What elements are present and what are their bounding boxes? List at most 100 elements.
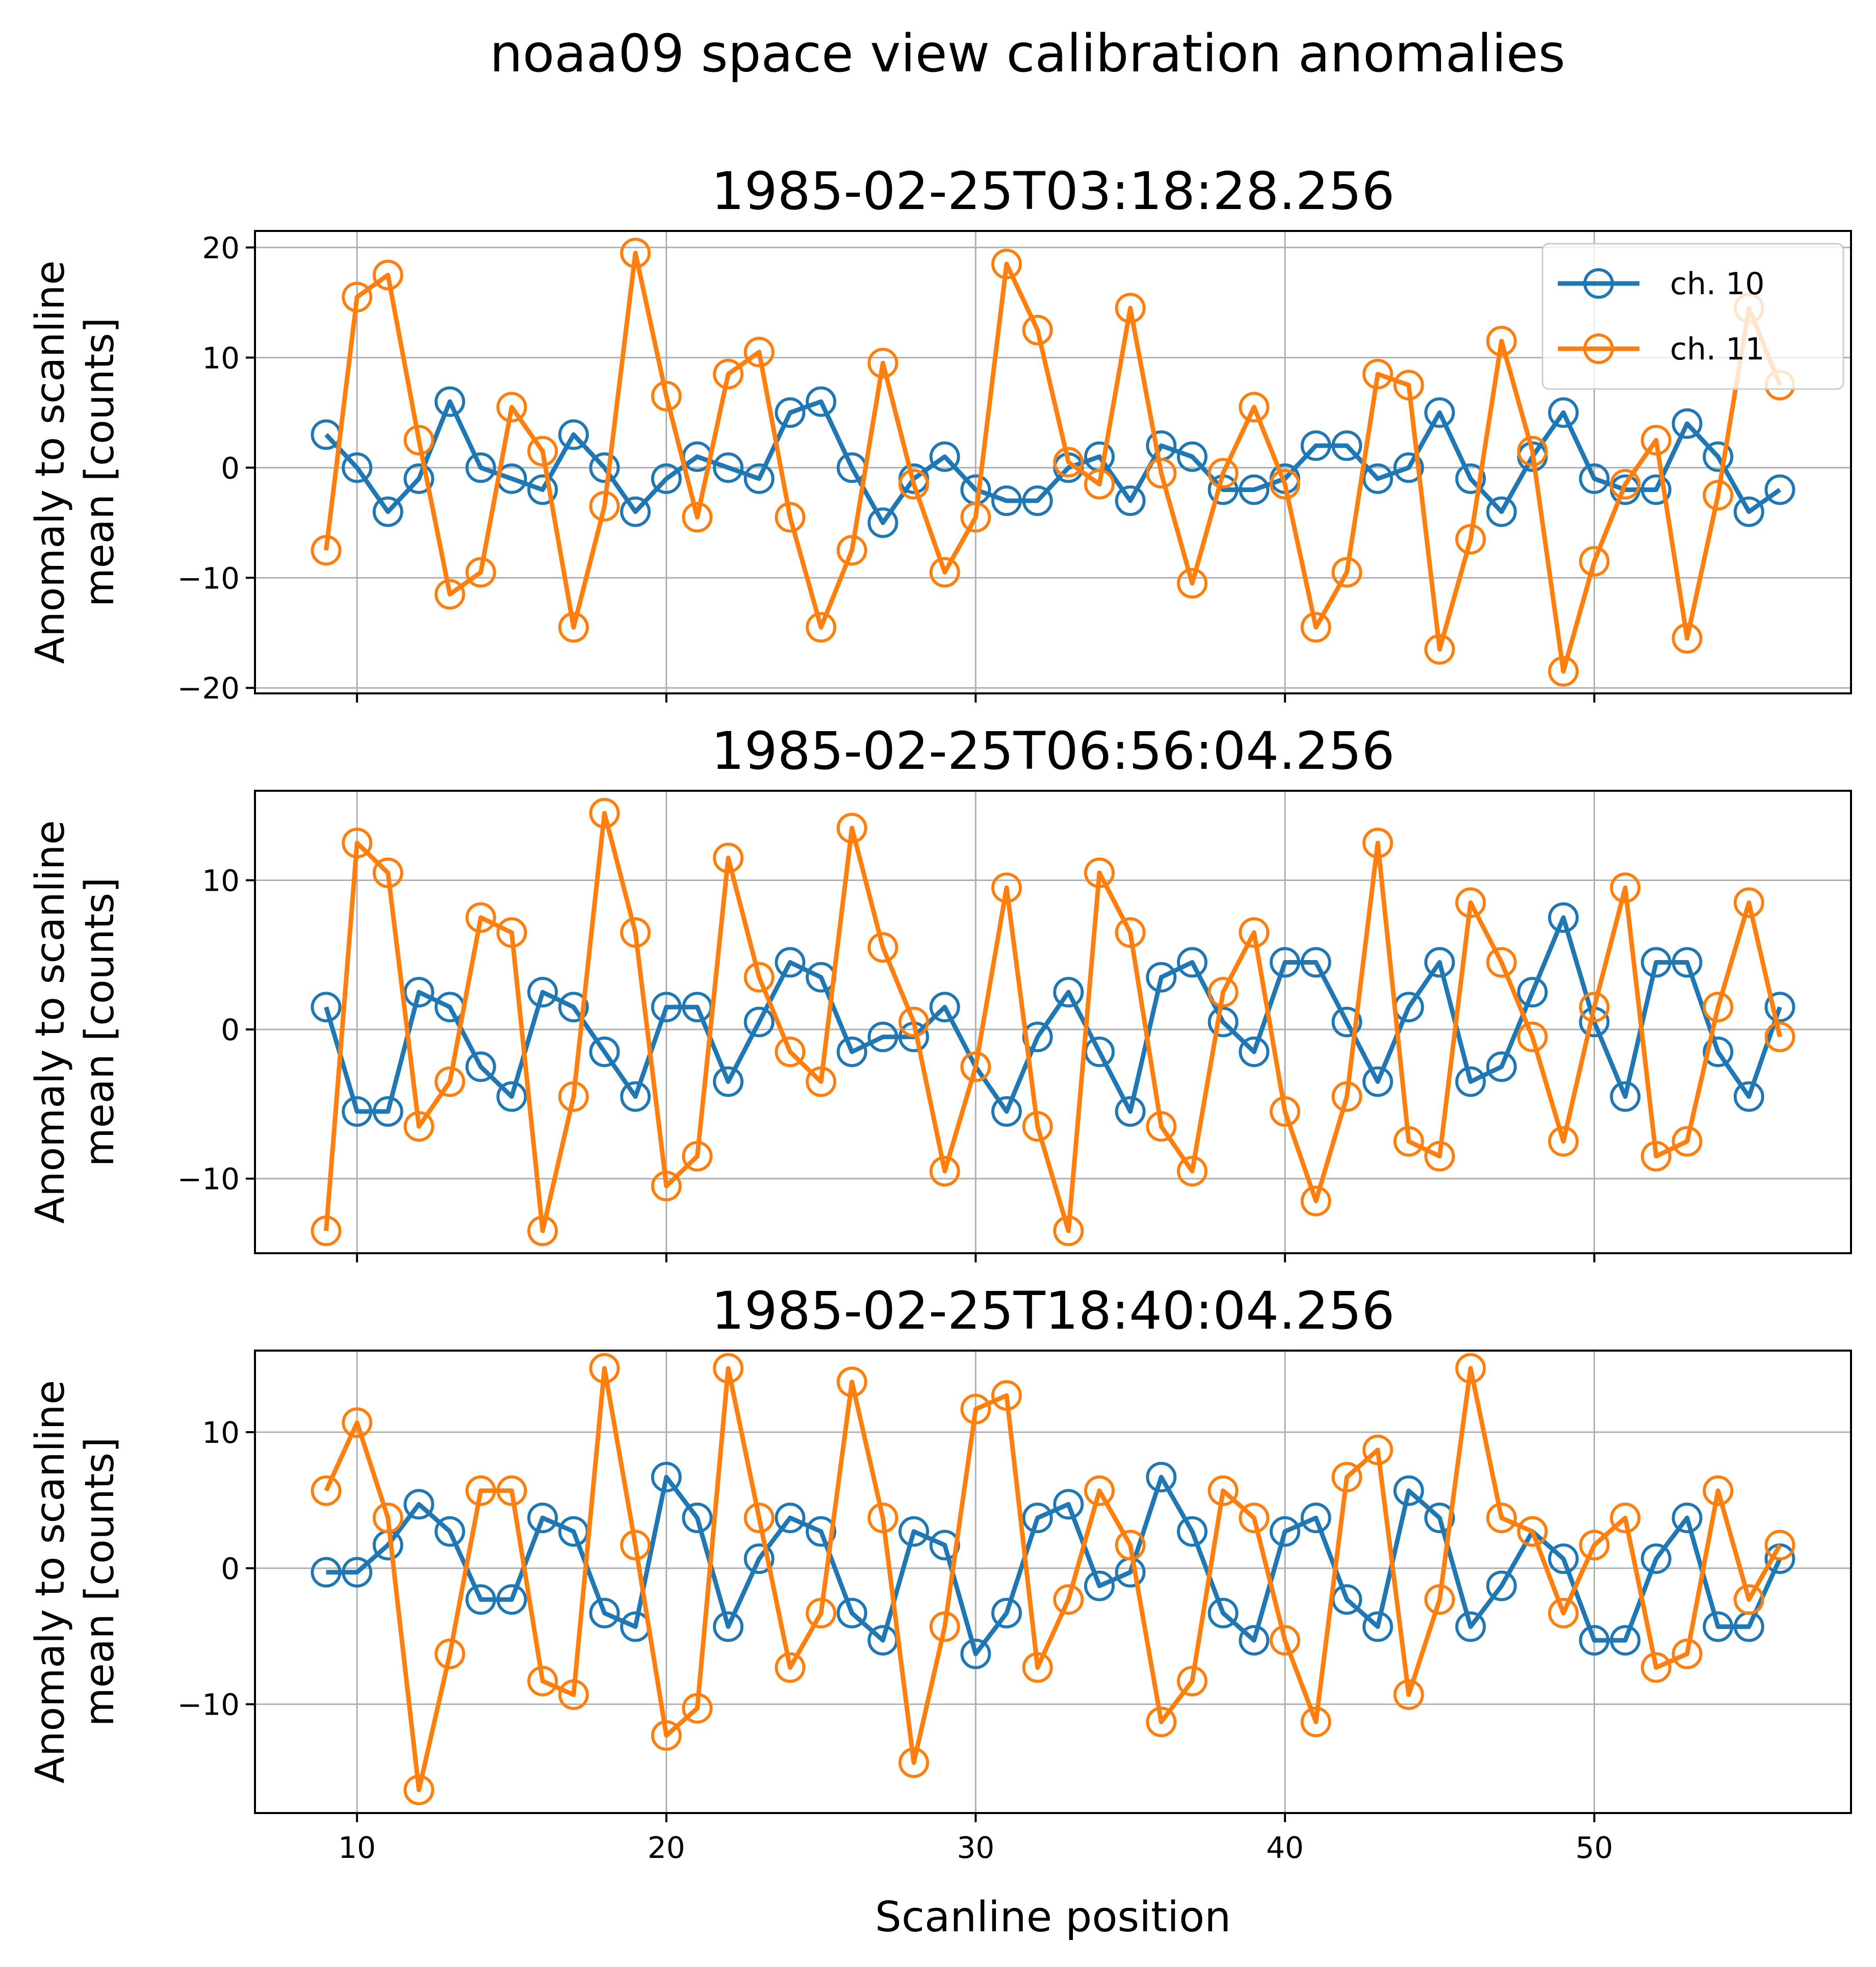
data-point <box>496 917 527 948</box>
data-point <box>1640 474 1672 505</box>
data-point <box>1764 1021 1795 1052</box>
data-point <box>1486 326 1517 356</box>
data-point <box>311 1215 342 1247</box>
data-point <box>1331 430 1363 461</box>
data-point <box>1207 977 1239 1007</box>
data-point <box>403 1111 434 1142</box>
data-point <box>682 502 713 533</box>
data-point <box>743 337 775 368</box>
data-point <box>1424 1141 1455 1172</box>
y-axis-label-line-1: Anomaly to scanline <box>28 820 73 1224</box>
panel-1: 1985-02-25T03:18:28.256 −20 −10 0 10 20 Anomal… <box>28 161 1852 706</box>
data-point <box>1764 474 1795 505</box>
data-point <box>311 992 342 1023</box>
data-point <box>867 1021 898 1052</box>
data-point <box>1239 392 1270 423</box>
data-point <box>1393 370 1424 401</box>
y-tick-label: 10 <box>202 341 240 375</box>
figure-suptitle: noaa09 space view calibration anomalies <box>490 23 1565 84</box>
data-point <box>1672 623 1703 654</box>
data-point <box>1393 1679 1424 1710</box>
data-point <box>929 1156 960 1187</box>
data-point <box>1269 947 1300 978</box>
data-point <box>1300 612 1331 643</box>
x-tick-label: 20 <box>648 1830 685 1865</box>
data-point <box>311 1475 342 1506</box>
data-point <box>1362 1434 1393 1465</box>
data-point <box>620 1530 651 1561</box>
y-tick-label: 10 <box>202 1415 240 1450</box>
panel-title: 1985-02-25T03:18:28.256 <box>711 161 1395 222</box>
data-point <box>806 1066 837 1097</box>
data-point <box>960 502 991 533</box>
data-point <box>991 248 1022 279</box>
data-point <box>1579 1530 1610 1561</box>
data-point <box>434 1516 466 1547</box>
data-point <box>1455 463 1486 494</box>
data-point <box>496 1475 527 1506</box>
data-point <box>1424 947 1455 978</box>
data-point <box>1362 358 1393 390</box>
data-point <box>1548 1543 1579 1574</box>
plot-area <box>311 1353 1795 1805</box>
data-point <box>1703 1037 1734 1067</box>
data-point <box>1424 634 1455 665</box>
data-point <box>1084 1570 1115 1601</box>
plot-area <box>311 238 1795 687</box>
data-point <box>1393 452 1424 483</box>
data-point <box>1084 1475 1115 1506</box>
data-point <box>1486 1051 1517 1082</box>
data-point <box>1733 1584 1764 1615</box>
data-point <box>713 1066 744 1097</box>
y-axis-label-line-1: Anomaly to scanline <box>28 1380 73 1784</box>
data-point <box>1269 1516 1300 1547</box>
data-point <box>743 463 775 494</box>
y-tick-label: 0 <box>221 1013 240 1047</box>
series-line-ch11 <box>324 811 1782 1233</box>
data-point <box>1053 447 1084 478</box>
data-point <box>806 1597 837 1628</box>
data-point <box>527 474 558 505</box>
y-tick-label: 10 <box>202 864 240 898</box>
data-point <box>589 1037 620 1067</box>
data-point <box>1640 1543 1672 1574</box>
data-point <box>1331 1081 1363 1112</box>
y-tick-label: −10 <box>177 1162 240 1197</box>
data-point <box>589 1353 620 1384</box>
data-point <box>1269 469 1300 500</box>
data-point <box>1084 857 1115 888</box>
data-point <box>620 1081 651 1112</box>
x-tick-label: 30 <box>957 1830 994 1865</box>
data-point <box>372 857 403 888</box>
data-point <box>929 557 960 588</box>
data-point <box>1733 1081 1764 1112</box>
x-tick-label: 50 <box>1576 1830 1613 1865</box>
data-point <box>1455 524 1486 555</box>
data-point <box>651 463 682 494</box>
data-point <box>1300 1706 1331 1738</box>
data-point <box>960 1638 991 1669</box>
data-point <box>867 932 898 963</box>
data-point <box>589 452 620 483</box>
axes-frame <box>254 230 1852 694</box>
y-tick-label: 20 <box>202 230 240 265</box>
data-point <box>1610 872 1641 903</box>
y-tick-label: −20 <box>177 671 240 706</box>
data-point <box>1146 458 1177 489</box>
y-tick-label: 0 <box>221 451 240 485</box>
series-line-ch10 <box>324 399 1782 525</box>
panel-title: 1985-02-25T18:40:04.256 <box>711 1281 1395 1341</box>
data-point <box>1239 1037 1270 1067</box>
data-point <box>1764 992 1795 1023</box>
data-point <box>929 1611 960 1642</box>
data-point <box>1115 1530 1146 1561</box>
data-point <box>1362 827 1393 859</box>
data-point <box>434 386 466 417</box>
data-point <box>682 1503 713 1534</box>
data-point <box>558 992 589 1023</box>
data-point <box>867 348 898 379</box>
y-tick-label: −10 <box>177 1688 240 1722</box>
data-point <box>1455 1353 1486 1384</box>
data-point <box>867 1503 898 1534</box>
data-point <box>496 392 527 423</box>
